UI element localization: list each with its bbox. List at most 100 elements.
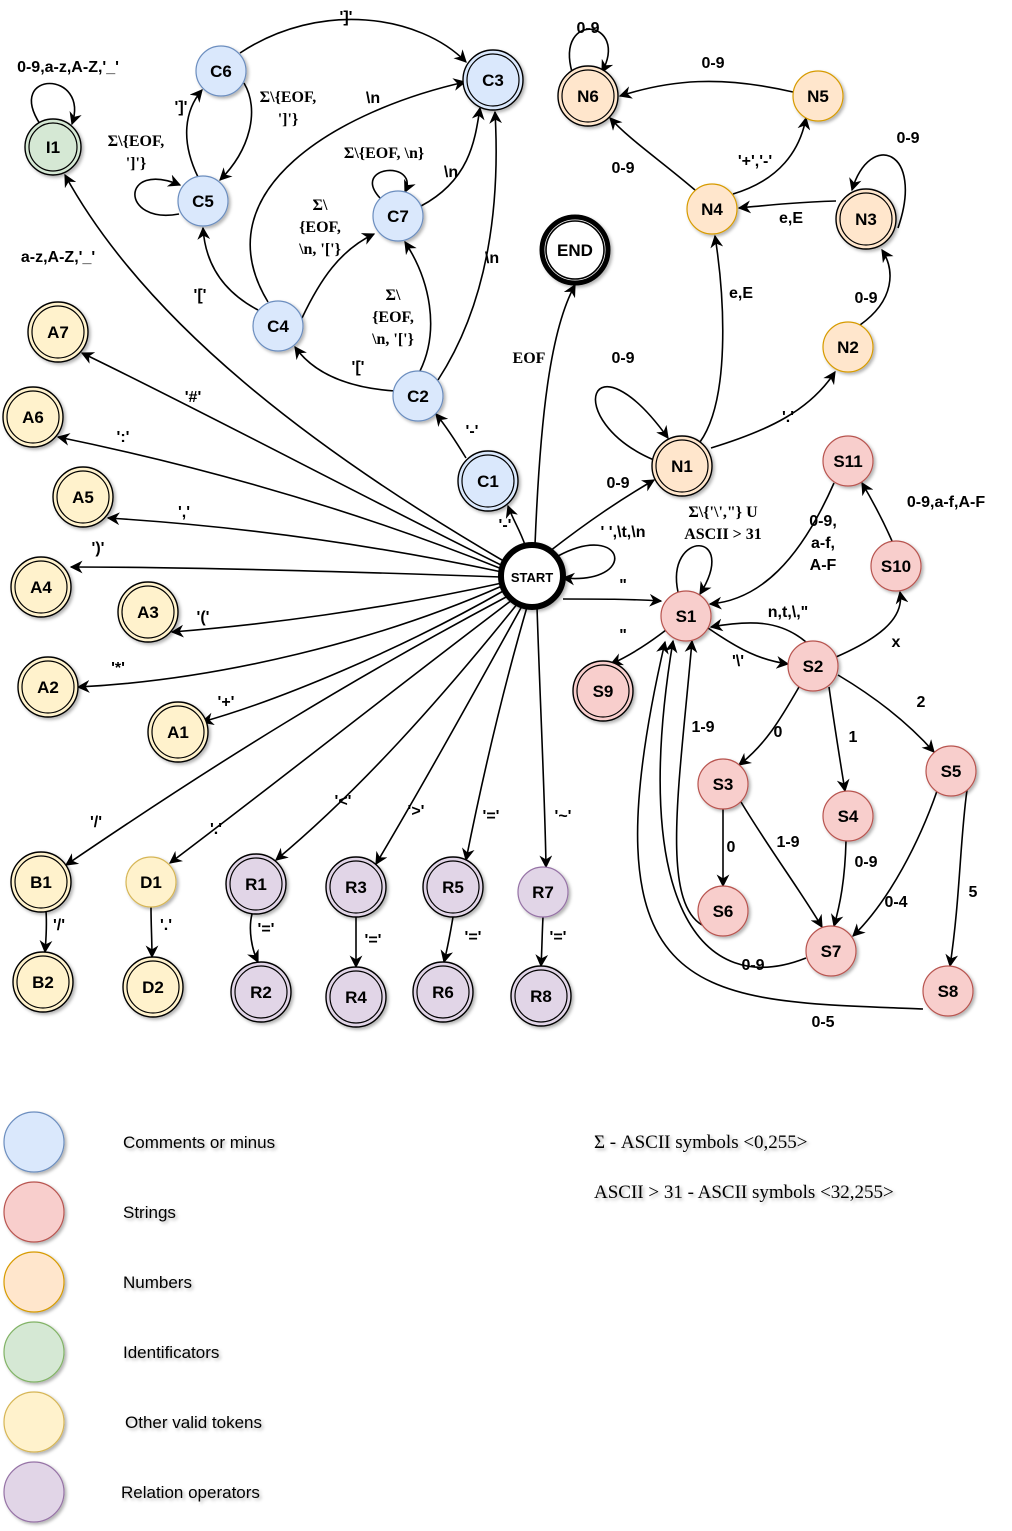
edge-label-s2-s1: n,t,\," — [768, 604, 808, 621]
edge-label-n4-n5: '+','-' — [738, 153, 772, 170]
edge-label-n5-n6: 0-9 — [701, 55, 724, 72]
state-r6: R6 — [412, 961, 474, 1023]
edge-i1-self-loop — [30, 82, 82, 126]
note-2: ASCII > 31 - ASCII symbols <32,255> — [594, 1182, 894, 1203]
edge-label-c5-loopb: ']'} — [126, 155, 147, 172]
state-label: A5 — [72, 488, 94, 507]
state-label: C3 — [482, 71, 504, 90]
edge-r5-to-r6 — [440, 916, 454, 964]
edge-label-s4-s7: 0-9 — [854, 854, 877, 871]
legend-item-numbers: Numbers — [3, 1251, 192, 1313]
edge-label-c2-c4: '[' — [352, 359, 365, 376]
edge-c2-to-c4 — [294, 345, 396, 392]
state-s4: S4 — [822, 790, 874, 842]
state-a4: A4 — [10, 556, 72, 618]
edge-label-s2-s3: 0 — [774, 724, 783, 741]
state-s8: S8 — [922, 965, 974, 1017]
state-label: R1 — [245, 875, 267, 894]
state-n3: N3 — [835, 188, 897, 250]
state-r5: R5 — [422, 856, 484, 918]
edge-label-s3-s6: 0 — [727, 839, 736, 856]
edge-label-c6-c3: ']' — [340, 9, 353, 26]
edge-c1-to-c2 — [435, 413, 467, 459]
legend-swatch — [3, 1111, 65, 1173]
state-label: END — [557, 241, 593, 260]
state-a3: A3 — [117, 581, 179, 643]
edge-label-s7-s1: 0-9 — [741, 957, 764, 974]
edge-label-n4-n6: 0-9 — [611, 160, 634, 177]
state-b1: B1 — [10, 851, 72, 913]
state-s10: S10 — [870, 540, 922, 592]
legend-swatch — [3, 1391, 65, 1453]
note-1: Σ - ASCII symbols <0,255> — [594, 1132, 808, 1153]
edge-c2-to-c3 — [437, 110, 503, 381]
edge-label-start-a4: ')' — [92, 540, 105, 557]
edge-c6-to-c3 — [239, 18, 467, 63]
state-label: START — [511, 570, 553, 585]
edge-start-to-r5 — [461, 606, 528, 862]
edge-s10-to-s11 — [861, 481, 893, 542]
legend-swatch — [3, 1321, 65, 1383]
edge-s2-to-s10 — [835, 590, 909, 658]
edge-label-start-r7: '~' — [555, 808, 572, 825]
state-label: C6 — [210, 62, 232, 81]
state-d2: D2 — [122, 956, 184, 1018]
edge-label-start-c1: '-' — [499, 517, 512, 534]
state-r1: R1 — [225, 853, 287, 915]
edge-start-to-end — [534, 283, 576, 546]
edge-s11-to-s1 — [708, 482, 835, 610]
state-label: R3 — [345, 878, 367, 897]
edge-label-start-i1: a-z,A-Z,'_' — [21, 249, 95, 266]
edge-c4-to-c7 — [301, 233, 376, 319]
legend-swatch — [3, 1181, 65, 1243]
state-r4: R4 — [325, 966, 387, 1028]
edge-label-s8-s1: 0-5 — [811, 1014, 834, 1031]
legend-item-comments: Comments or minus — [3, 1111, 275, 1173]
edge-start-to-a1 — [200, 589, 506, 726]
legend: Comments or minus Strings Numbers Identific… — [3, 1111, 275, 1523]
edge-label-s1-loop: Σ\{'\',"} U ASCII > 31 — [684, 504, 762, 543]
edge-start-to-s1 — [562, 593, 663, 607]
edge-s7-to-s1 — [659, 639, 807, 968]
edge-c2-to-c7 — [404, 240, 432, 372]
edge-label-c1-c2: '-' — [466, 423, 479, 440]
edge-c5-self-loop — [134, 174, 182, 217]
edge-n6-self-loop — [568, 28, 614, 74]
state-s3: S3 — [697, 758, 749, 810]
edge-label-s2-s5: 2 — [917, 694, 926, 711]
legend-label: Relation operators — [121, 1483, 260, 1502]
state-label: S11 — [833, 452, 862, 471]
edge-label-s11-s1: 0-9, a-f, A-F — [809, 513, 837, 574]
edge-start-to-a2 — [76, 585, 503, 693]
legend-label: Other valid tokens — [125, 1413, 262, 1432]
state-label: S3 — [713, 775, 734, 794]
state-c2: C2 — [392, 370, 444, 422]
state-r7: R7 — [517, 866, 569, 918]
edge-label-n1-loop: 0-9 — [611, 350, 634, 367]
state-label: B2 — [32, 973, 54, 992]
edge-s6-to-s1 — [675, 639, 703, 926]
state-label: S4 — [838, 807, 859, 826]
state-label: S2 — [803, 657, 824, 676]
state-label: C2 — [407, 387, 429, 406]
state-label: N1 — [671, 457, 693, 476]
edge-label-c5-loop: Σ\{EOF, — [108, 133, 165, 150]
edge-label-n1-n2: '.' — [782, 409, 794, 426]
state-label: A4 — [30, 578, 52, 597]
edge-s2-to-s4 — [828, 686, 850, 793]
edge-start-to-a6 — [56, 433, 503, 570]
state-label: N6 — [577, 87, 599, 106]
state-a6: A6 — [2, 386, 64, 448]
edge-n1-self-loop — [594, 386, 669, 461]
edge-start-to-a4 — [69, 560, 502, 578]
edge-start-self-loop — [557, 544, 616, 586]
edge-n3-to-n4 — [737, 200, 837, 214]
edge-label-b1-b2: '/' — [53, 917, 65, 934]
state-s9: S9 — [572, 660, 634, 722]
state-label: S7 — [821, 942, 842, 961]
state-label: D2 — [142, 978, 164, 997]
edge-label-start-d1: '.' — [210, 821, 222, 838]
state-r3: R3 — [325, 856, 387, 918]
state-n6: N6 — [557, 65, 619, 127]
